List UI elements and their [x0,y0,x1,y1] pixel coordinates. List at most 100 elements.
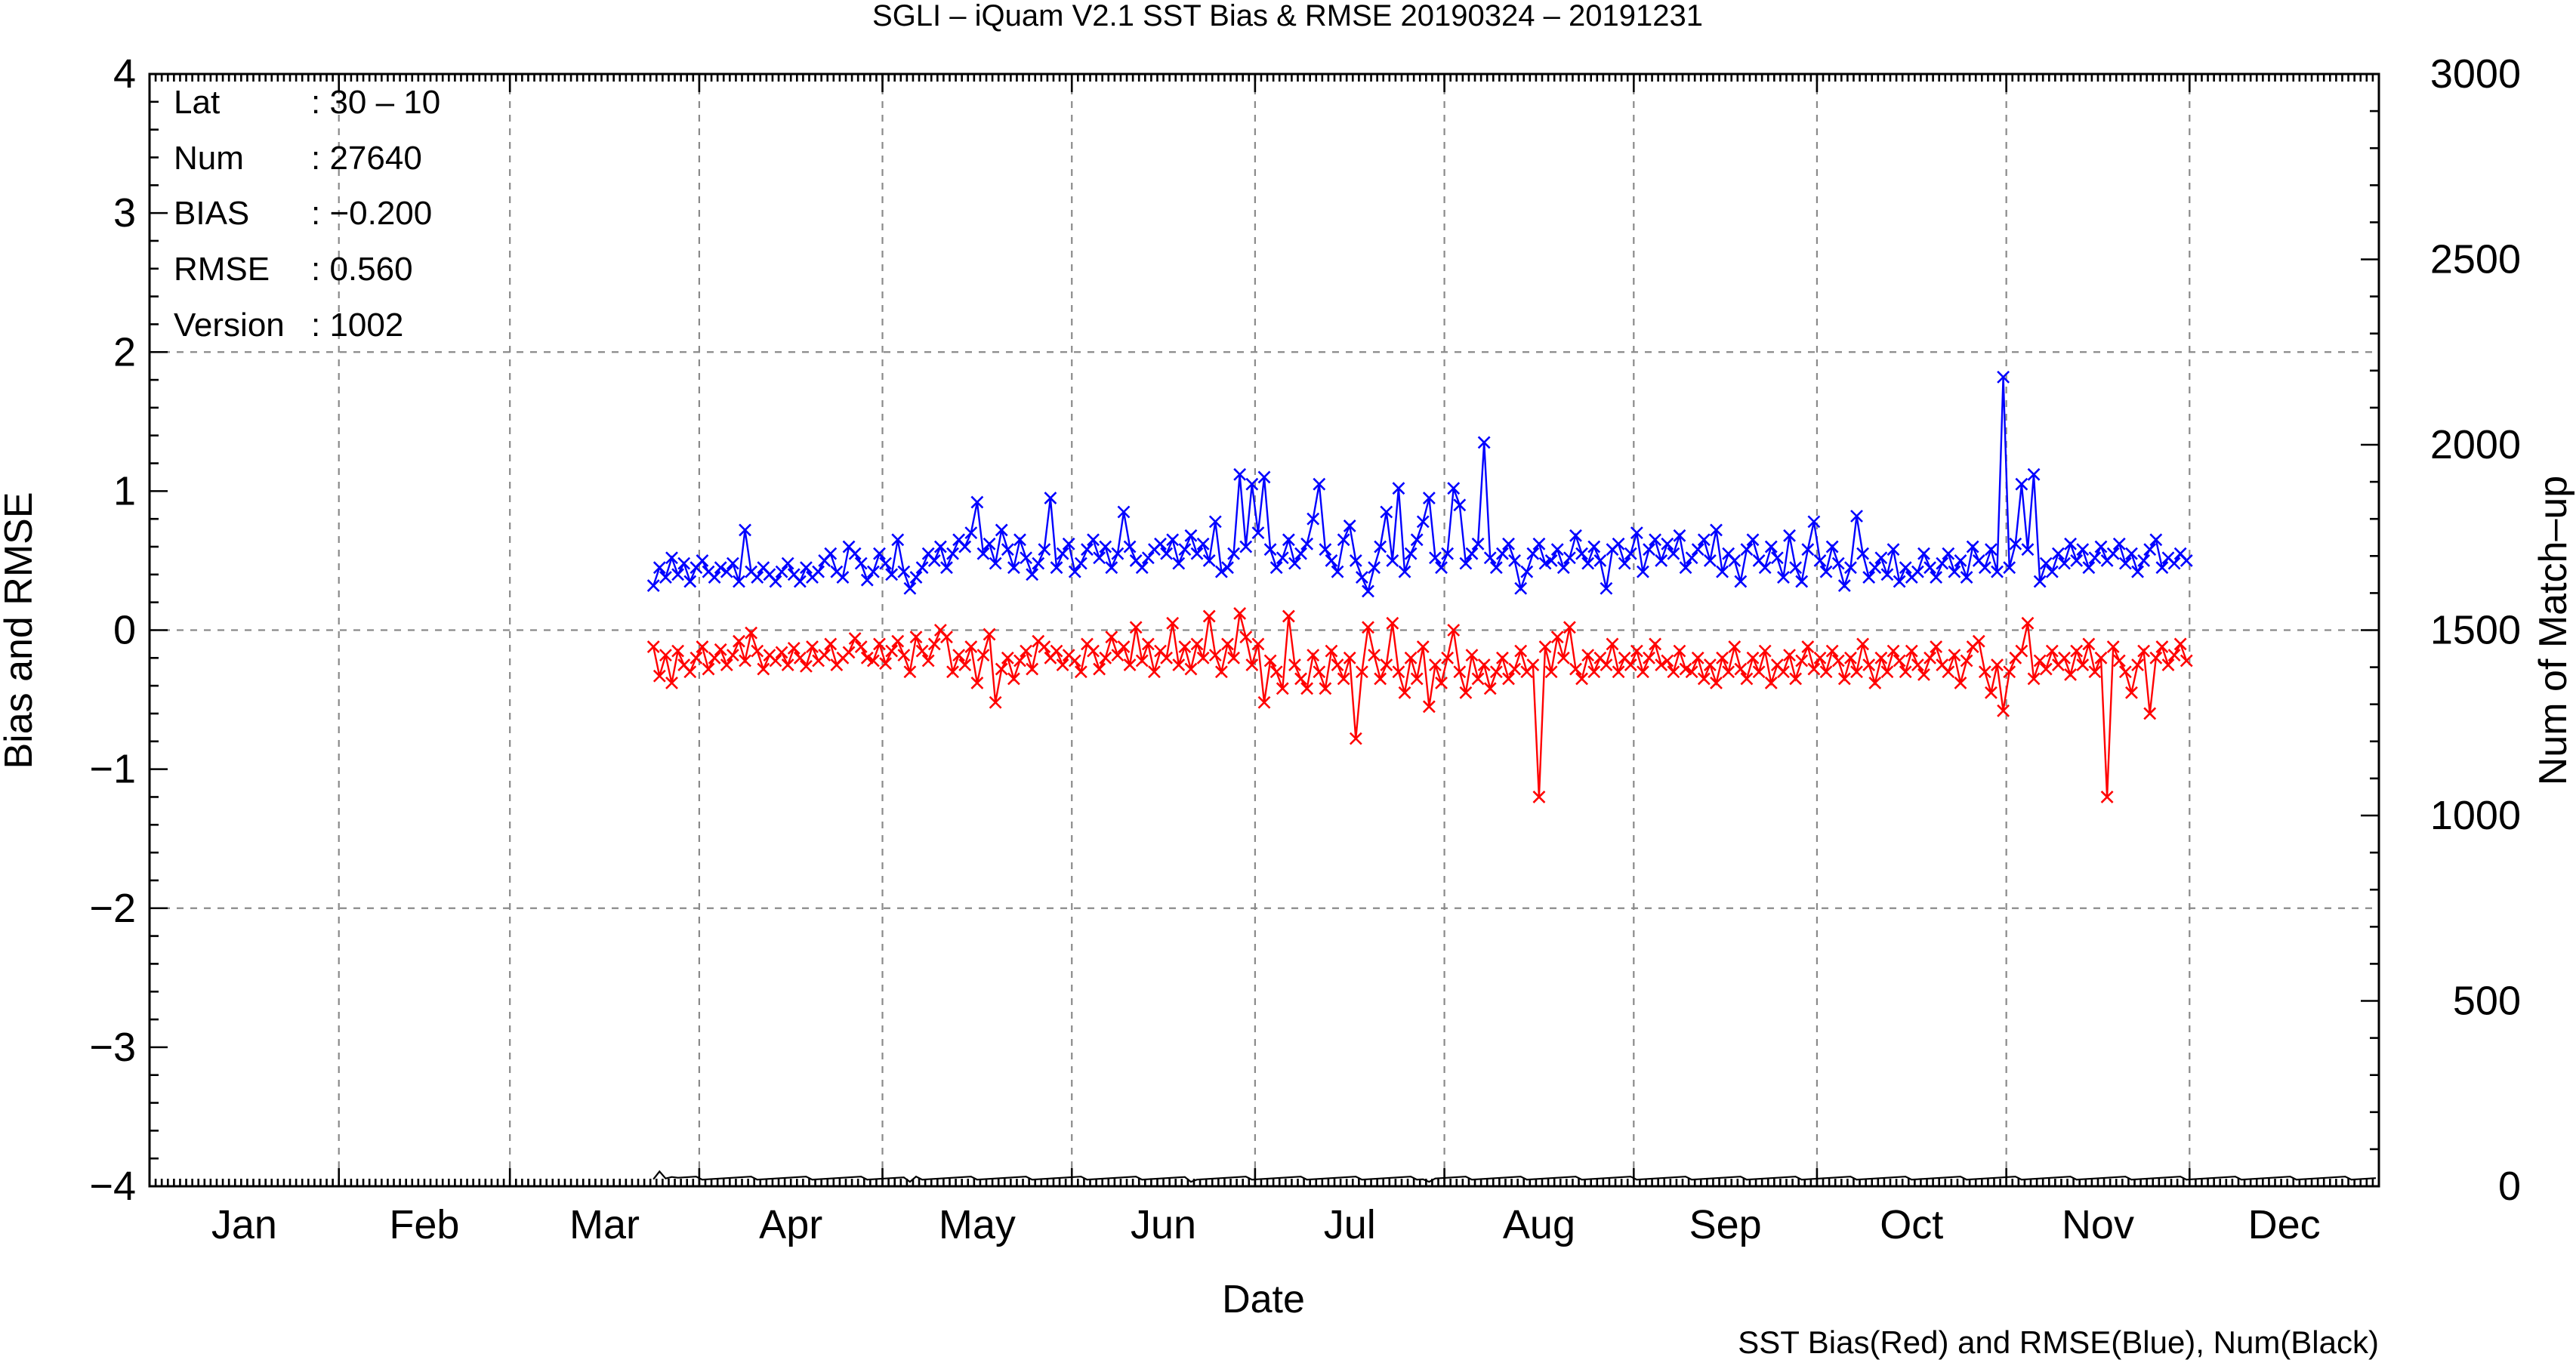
bias-point [1710,677,1723,689]
rmse-point [1044,492,1057,505]
bias-point [1496,651,1509,664]
rmse-point [2039,557,2053,570]
rmse-point [1966,540,1979,553]
bias-point [1612,665,1625,679]
rmse-line [652,377,2188,594]
bias-point [1789,672,1803,686]
bias-point [1924,651,1936,664]
rmse-point [1447,482,1461,495]
bias-point [1404,651,1418,664]
rmse-point [1111,547,1124,560]
rmse-point [1214,565,1228,578]
bias-point [1556,651,1570,664]
rmse-point [1850,510,1863,523]
rmse-point [1172,557,1186,570]
bias-point [1740,672,1754,686]
rmse-point [2058,557,2071,570]
bias-point [1807,662,1821,676]
bias-point [2149,651,2163,664]
bias-point [1227,651,1240,664]
bias-point [2064,668,2077,681]
bias-point [1001,651,1014,664]
rmse-point [1362,584,1374,598]
bias-point [2015,644,2028,658]
rmse-point [1093,551,1106,565]
bias-point [1099,651,1112,664]
bias-point [2118,665,2132,679]
rmse-point [1581,557,1595,570]
bias-point [1685,665,1698,679]
rmse-point [2180,554,2193,567]
rmse-point [1770,551,1784,565]
bias-point [1038,640,1051,654]
rmse-point [671,568,685,581]
rmse-point [1416,515,1430,529]
chart-title: SGLI – iQuam V2.1 SST Bias & RMSE 201903… [872,0,1703,32]
tick-labels: Jan Feb Mar Apr May Jun Jul Aug Sep Oct Nov Dec 4 3 2 1… [89,51,2521,1247]
rmse-point [2076,543,2090,557]
bias-point [1410,672,1424,686]
bias-point [726,649,739,662]
bias-point [1374,672,1387,686]
bias-point [1703,658,1717,671]
rmse-point [1899,561,1912,575]
rmse-point [1263,543,1277,557]
rmse-point [1637,565,1649,578]
x-tick-label: Oct [1880,1202,1943,1247]
y-tick-label: 1 [113,468,136,513]
bias-point [1844,651,1857,664]
bias-point [1502,672,1515,686]
rmse-point [1795,575,1809,588]
rmse-point [1936,557,1949,570]
bias-point [866,654,880,668]
rmse-point [836,571,850,584]
rmse-point [1985,543,1998,557]
rmse-point [866,565,880,578]
rmse-point [1710,523,1723,537]
bias-point [1911,658,1924,671]
rmse-point [2167,557,2181,570]
rmse-point [848,547,862,560]
rmse-point [683,575,697,588]
bias-point [2045,644,2059,658]
rmse-point [909,571,923,584]
rmse-point [1924,561,1936,575]
rmse-point [2088,551,2102,565]
rmse-point [1544,554,1558,567]
rmse-point [1667,547,1680,560]
bias-point [708,651,721,664]
rmse-point [659,571,672,584]
rmse-point [1917,547,1930,560]
rmse-point [1728,554,1741,567]
y-tick-label: 4 [113,51,136,97]
bias-point [775,646,788,659]
rmse-point [2131,565,2144,578]
bias-point [1251,637,1265,651]
bias-point [970,677,984,689]
rmse-point [1062,537,1075,550]
bias-point [1630,644,1643,658]
bias-point [1563,621,1576,634]
rmse-point [1056,547,1069,560]
bias-point [1514,644,1528,658]
rmse-point [854,557,868,570]
rmse-point [1276,551,1289,565]
rmse-point [1233,467,1247,481]
rmse-point [2112,537,2126,550]
bias-point [806,640,819,654]
rmse-point [1135,561,1149,575]
bias-point [1942,665,1955,679]
bias-point [1905,644,1918,658]
bias-point [1544,665,1558,679]
rmse-point [2015,477,2028,491]
info-value-lat: : 30 – 10 [311,84,440,121]
rmse-point [1825,540,1839,553]
bias-point [1752,665,1766,679]
bias-point [1239,631,1253,644]
rmse-point [2045,565,2059,578]
rmse-point [2125,547,2138,560]
rmse-point [708,571,721,584]
rmse-point [1166,533,1180,547]
axis-ticks [150,72,2379,1188]
bias-point [1148,665,1161,679]
